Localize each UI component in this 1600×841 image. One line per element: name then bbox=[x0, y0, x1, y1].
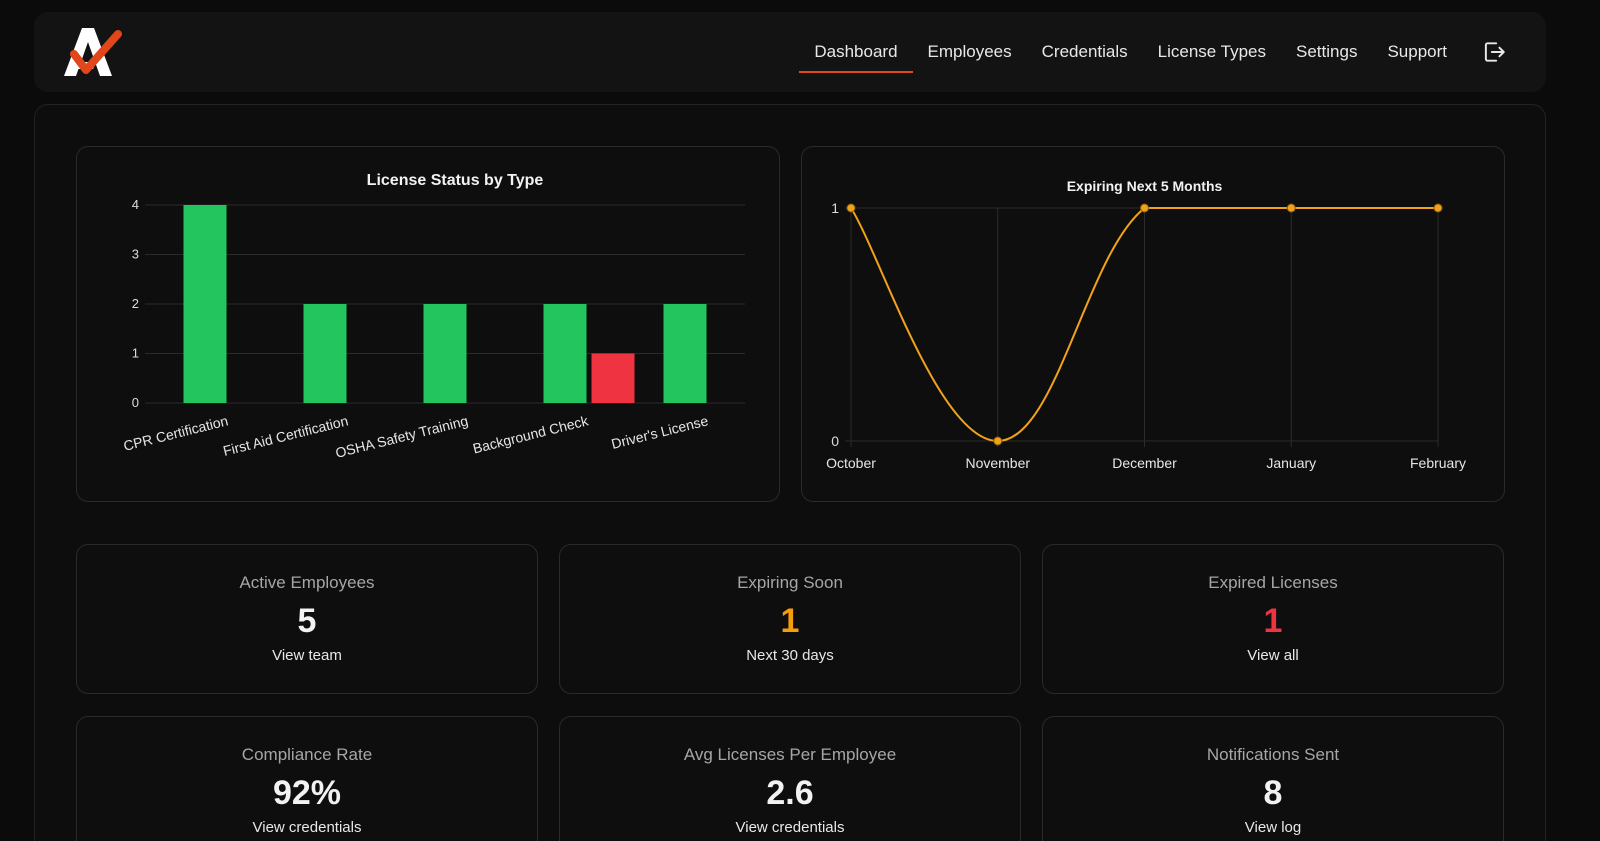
license-status-chart-card: License Status by Type 0 1 2 3 4 CPR Certifica… bbox=[76, 146, 780, 502]
y-tick-label: 1 bbox=[132, 346, 139, 361]
stat-label: Expiring Soon bbox=[737, 573, 843, 592]
y-tick-label: 4 bbox=[132, 197, 139, 212]
x-tick-label: February bbox=[1410, 455, 1466, 471]
expiring-line-chart: Expiring Next 5 Months 0 1 October November D… bbox=[826, 178, 1466, 471]
bar bbox=[183, 205, 227, 403]
view-team-link[interactable]: View team bbox=[272, 647, 342, 664]
x-tick-label: December bbox=[1112, 455, 1177, 471]
main-nav: Dashboard Employees Credentials License … bbox=[799, 12, 1516, 92]
nav-credentials[interactable]: Credentials bbox=[1041, 42, 1128, 61]
stat-value: 5 bbox=[297, 602, 317, 640]
x-tick-label: January bbox=[1266, 455, 1316, 471]
stat-compliance-rate: Compliance Rate 92% View credentials bbox=[76, 716, 538, 841]
stat-value: 2.6 bbox=[766, 774, 814, 812]
nav-support[interactable]: Support bbox=[1387, 42, 1447, 61]
data-point bbox=[846, 203, 856, 213]
stat-label: Expired Licenses bbox=[1208, 573, 1338, 592]
stat-label: Active Employees bbox=[239, 573, 375, 592]
y-tick-label: 3 bbox=[132, 247, 139, 262]
nav-license-types[interactable]: License Types bbox=[1157, 42, 1267, 61]
y-tick-label: 0 bbox=[831, 433, 839, 449]
x-tick-label: Driver's License bbox=[610, 412, 710, 452]
view-credentials-link[interactable]: View credentials bbox=[735, 819, 845, 836]
data-point bbox=[1433, 203, 1443, 213]
stat-expiring-soon: Expiring Soon 1 Next 30 days bbox=[559, 544, 1021, 694]
x-tick-label: First Aid Certification bbox=[221, 412, 349, 459]
nav-dashboard[interactable]: Dashboard bbox=[799, 12, 913, 92]
bar bbox=[303, 304, 347, 403]
logout-button[interactable] bbox=[1472, 12, 1516, 92]
stat-avg-licenses: Avg Licenses Per Employee 2.6 View crede… bbox=[559, 716, 1021, 841]
data-point bbox=[993, 436, 1003, 446]
x-tick-label: CPR Certification bbox=[122, 412, 230, 454]
app-logo[interactable] bbox=[60, 24, 122, 80]
y-tick-label: 2 bbox=[132, 296, 139, 311]
stat-value: 1 bbox=[1263, 602, 1283, 640]
top-navbar: Dashboard Employees Credentials License … bbox=[34, 12, 1546, 92]
bar bbox=[543, 304, 587, 403]
y-tick-label: 0 bbox=[132, 395, 139, 410]
series-line bbox=[850, 207, 1438, 443]
stat-label: Notifications Sent bbox=[1206, 745, 1340, 764]
logo-icon bbox=[64, 28, 122, 76]
stat-label: Avg Licenses Per Employee bbox=[683, 745, 897, 764]
x-tick-label: OSHA Safety Training bbox=[334, 412, 470, 460]
stat-notifications-sent: Notifications Sent 8 View log bbox=[1042, 716, 1504, 841]
x-tick-label: October bbox=[826, 455, 876, 471]
logout-icon bbox=[1484, 42, 1505, 62]
bar bbox=[423, 304, 467, 403]
stat-value: 92% bbox=[272, 774, 342, 812]
view-credentials-link[interactable]: View credentials bbox=[252, 819, 362, 836]
y-tick-label: 1 bbox=[831, 200, 839, 216]
stat-value: 8 bbox=[1263, 774, 1283, 812]
data-point bbox=[1140, 203, 1149, 213]
view-all-link[interactable]: View all bbox=[1247, 647, 1299, 664]
data-point bbox=[1286, 203, 1296, 213]
x-tick-label: November bbox=[965, 455, 1030, 471]
next-30-days-link[interactable]: Next 30 days bbox=[746, 647, 834, 664]
view-log-link[interactable]: View log bbox=[1244, 819, 1302, 836]
chart-title: Expiring Next 5 Months bbox=[1067, 178, 1223, 194]
bar bbox=[591, 353, 635, 403]
chart-title: License Status by Type bbox=[367, 172, 544, 189]
license-status-bar-chart: License Status by Type 0 1 2 3 4 CPR Certifica… bbox=[122, 172, 745, 461]
stat-active-employees: Active Employees 5 View team bbox=[76, 544, 538, 694]
stat-value: 1 bbox=[780, 602, 800, 640]
stat-label: Compliance Rate bbox=[241, 745, 373, 764]
stat-expired-licenses: Expired Licenses 1 View all bbox=[1042, 544, 1504, 694]
expiring-chart-card: Expiring Next 5 Months 0 1 October November D… bbox=[801, 146, 1505, 502]
nav-settings[interactable]: Settings bbox=[1296, 42, 1358, 61]
bar bbox=[663, 304, 707, 403]
x-tick-label: Background Check bbox=[471, 412, 591, 456]
nav-employees[interactable]: Employees bbox=[927, 42, 1012, 61]
